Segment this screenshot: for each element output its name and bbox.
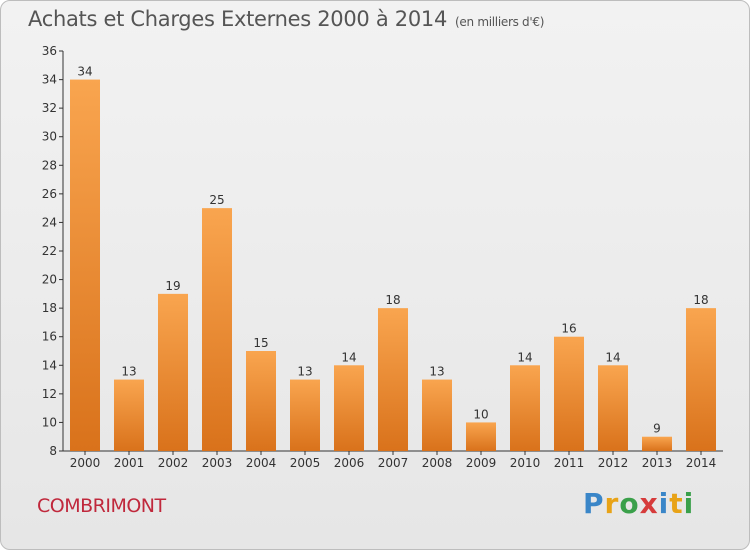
- chart-unit: (en milliers d'€): [455, 15, 545, 29]
- value-label-2008: 13: [429, 365, 444, 379]
- value-label-2005: 13: [297, 365, 312, 379]
- bar-2013: [642, 436, 672, 451]
- bar-2003: [202, 208, 232, 451]
- value-labels: 34 13 19 25 15 13 14 18 13 10 14 16 14 9 18: [77, 65, 708, 436]
- bar-2012: [598, 365, 628, 451]
- value-label-2012: 14: [605, 350, 620, 364]
- value-label-2009: 10: [473, 407, 488, 421]
- bar-2010: [510, 365, 540, 451]
- value-label-2010: 14: [517, 350, 532, 364]
- y-tick-label: 12: [42, 387, 57, 401]
- logo-letter: r: [604, 487, 620, 520]
- logo-letter: P: [583, 487, 605, 520]
- y-tick-label: 18: [42, 301, 57, 315]
- bar-2006: [334, 365, 364, 451]
- x-tick-label-2011: 2011: [554, 456, 585, 470]
- y-tick-label: 36: [42, 44, 57, 58]
- x-tick-label-2012: 2012: [598, 456, 629, 470]
- x-tick-label-2000: 2000: [70, 456, 101, 470]
- x-tick-label-2014: 2014: [686, 456, 717, 470]
- x-tick-label-2002: 2002: [158, 456, 189, 470]
- value-label-2004: 15: [253, 336, 268, 350]
- y-tick-label: 34: [42, 73, 57, 87]
- logo-letter: t: [669, 487, 684, 520]
- bar-2000: [70, 79, 100, 452]
- value-label-2006: 14: [341, 350, 356, 364]
- y-tick-label: 30: [42, 130, 57, 144]
- value-label-2013: 9: [653, 422, 661, 436]
- y-tick-label: 14: [42, 358, 57, 372]
- proxiti-logo: Proxiti: [583, 487, 694, 520]
- x-tick-label-2003: 2003: [202, 456, 233, 470]
- logo-letter: o: [619, 487, 640, 520]
- y-tick-label: 10: [42, 415, 57, 429]
- chart-title-text: Achats et Charges Externes 2000 à 2014: [28, 7, 448, 31]
- bar-2002: [158, 293, 188, 451]
- chart-title: Achats et Charges Externes 2000 à 2014 (e…: [28, 7, 544, 31]
- axes: 8 10 12 14 16 18 20 22 24 26 28 30 32 34 36 2000 2001 200…: [42, 44, 723, 470]
- y-tick-label: 22: [42, 244, 57, 258]
- bar-2007: [378, 308, 408, 451]
- x-tick-label-2013: 2013: [642, 456, 673, 470]
- y-tick-label: 24: [42, 215, 57, 229]
- x-tick-label-2006: 2006: [334, 456, 365, 470]
- value-label-2014: 18: [693, 293, 708, 307]
- y-tick-label: 26: [42, 187, 57, 201]
- bar-2004: [246, 351, 276, 451]
- bar-2009: [466, 422, 496, 451]
- x-tick-label-2001: 2001: [114, 456, 145, 470]
- x-tick-label-2008: 2008: [422, 456, 453, 470]
- value-label-2007: 18: [385, 293, 400, 307]
- x-tick-label-2007: 2007: [378, 456, 409, 470]
- y-tick-label: 32: [42, 101, 57, 115]
- value-label-2002: 19: [165, 279, 180, 293]
- logo-letter: x: [639, 487, 659, 520]
- x-tick-label-2010: 2010: [510, 456, 541, 470]
- value-label-2003: 25: [209, 193, 224, 207]
- y-tick-label: 20: [42, 273, 57, 287]
- bar-2014: [686, 308, 716, 451]
- x-tick-label-2004: 2004: [246, 456, 277, 470]
- city-name: COMBRIMONT: [37, 495, 166, 517]
- bars: [70, 79, 716, 452]
- value-label-2001: 13: [121, 365, 136, 379]
- logo-letter: i: [658, 487, 670, 520]
- y-tick-label: 8: [49, 444, 57, 458]
- bar-2005: [290, 379, 320, 451]
- value-label-2000: 34: [77, 65, 92, 79]
- y-tick-label: 28: [42, 158, 57, 172]
- y-tick-label: 16: [42, 330, 57, 344]
- value-label-2011: 16: [561, 322, 576, 336]
- bar-2011: [554, 336, 584, 451]
- x-tick-label-2009: 2009: [466, 456, 497, 470]
- x-tick-label-2005: 2005: [290, 456, 321, 470]
- bar-2008: [422, 379, 452, 451]
- logo-letter: i: [683, 487, 695, 520]
- bar-2001: [114, 379, 144, 451]
